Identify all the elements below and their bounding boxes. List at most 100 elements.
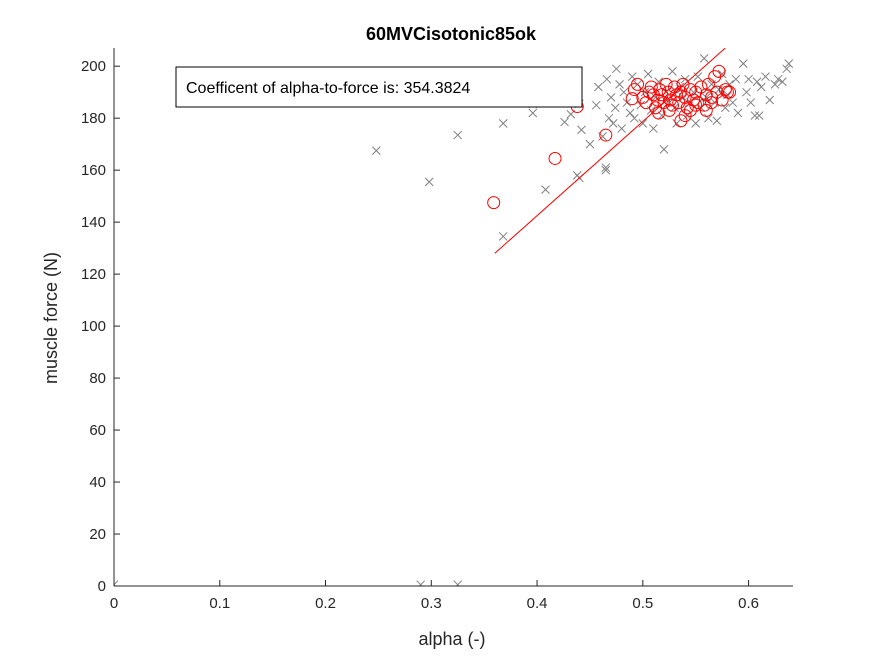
x-tick-label: 0.3 (421, 595, 442, 612)
circle-marker-point (712, 64, 726, 78)
circle-marker-point (701, 77, 715, 91)
x-marker-point (659, 145, 669, 154)
x-marker-point (615, 80, 624, 89)
x-marker-point (778, 77, 787, 87)
x-tick-label: 0.1 (209, 595, 230, 612)
x-marker-point (585, 139, 595, 149)
x-marker-point (498, 119, 508, 128)
x-marker-point (750, 111, 760, 120)
y-tick-label: 20 (89, 526, 106, 543)
x-marker-point (625, 108, 635, 118)
circle-marker-point (723, 85, 737, 99)
x-marker-point (699, 54, 709, 63)
x-marker-point (728, 98, 738, 107)
x-marker-point (528, 108, 538, 118)
x-marker-point (610, 103, 620, 113)
x-marker-point (424, 177, 434, 187)
x-marker-point (765, 95, 775, 105)
circle-marker-point (676, 77, 690, 91)
x-marker-point (693, 72, 703, 81)
x-marker-point (371, 146, 381, 156)
x-marker-point (773, 74, 783, 84)
circle-marker-point (644, 80, 658, 94)
x-marker-point (612, 64, 621, 74)
x-marker-point (738, 59, 748, 68)
x-tick-label: 0.6 (738, 595, 759, 612)
x-marker-point (622, 98, 632, 107)
y-tick-label: 60 (89, 422, 106, 439)
plot-marks (114, 48, 793, 586)
x-marker-point (649, 124, 658, 133)
x-marker-point (608, 119, 618, 128)
x-marker-point (602, 74, 612, 84)
circle-marker-point (674, 114, 688, 128)
x-marker-point (617, 124, 627, 133)
x-marker-point (594, 82, 603, 92)
circle-marker-point (599, 128, 613, 142)
x-marker-point (541, 185, 550, 195)
circle-marker-point (659, 77, 673, 91)
x-tick-label: 0.5 (632, 595, 653, 612)
circle-marker-point (670, 88, 684, 102)
circle-marker-point (674, 85, 688, 99)
x-marker-point (733, 108, 743, 118)
x-marker-point (643, 69, 653, 79)
x-marker-point (619, 87, 629, 97)
x-marker-point (604, 113, 614, 123)
circle-marker-point (662, 103, 676, 117)
plot-area (114, 48, 793, 586)
y-tick-label: 0 (98, 578, 106, 595)
x-axis-label: alpha (-) (418, 629, 485, 649)
circle-marker-point (487, 196, 501, 210)
x-marker-point (746, 98, 756, 107)
circle-marker-point (625, 92, 639, 106)
y-tick-label: 160 (81, 162, 106, 179)
y-tick-label: 120 (81, 266, 106, 283)
fit-line (494, 48, 726, 254)
x-marker-point (601, 163, 611, 172)
x-marker-point (712, 116, 722, 126)
x-marker-point (630, 113, 639, 123)
circle-marker-point (548, 151, 562, 165)
x-marker-point (416, 580, 426, 586)
x-marker-point (756, 82, 766, 92)
x-marker-point (742, 87, 751, 97)
circle-marker-point (683, 103, 697, 117)
y-tick-label: 180 (81, 110, 106, 127)
x-marker-point (704, 113, 713, 123)
y-axis-label: muscle force (N) (41, 252, 61, 384)
circle-marker-point (689, 98, 703, 112)
x-tick-label: 0 (110, 595, 118, 612)
x-marker-point (498, 232, 508, 241)
x-marker-point (691, 119, 701, 128)
circle-marker-point (631, 77, 645, 91)
circle-marker-point (678, 109, 692, 123)
circle-marker-point (691, 96, 705, 110)
x-marker-point (560, 117, 569, 127)
x-marker-point (668, 67, 677, 76)
x-marker-point (453, 130, 463, 140)
x-marker-point (672, 119, 682, 128)
x-marker-point (744, 74, 753, 84)
x-marker-point (761, 72, 770, 81)
x-marker-point (720, 103, 730, 113)
annotation-box: Coefficent of alpha-to-force is: 354.382… (175, 66, 583, 108)
x-marker-point (782, 64, 792, 74)
y-tick-label: 200 (81, 58, 106, 75)
annotation-frame (175, 66, 583, 108)
x-marker-point (606, 93, 616, 102)
axes: 0 0.1 0.2 0.3 0.4 0.5 0.6 0 20 40 60 80 100 120 140 160… (81, 48, 793, 612)
circle-marker-point (718, 83, 732, 97)
x-marker-point (453, 580, 463, 586)
y-tick-label: 140 (81, 214, 106, 231)
x-marker-point (731, 74, 741, 84)
y-tick-label: 40 (89, 474, 106, 491)
chart-title: 60MVCisotonic85ok (366, 24, 537, 44)
x-tick-label: 0.2 (315, 595, 336, 612)
circle-marker-point (708, 70, 722, 84)
circle-marker-point (705, 90, 719, 104)
x-marker-point (638, 119, 648, 128)
circle-marker-point (705, 96, 719, 110)
x-marker-point (114, 580, 119, 586)
